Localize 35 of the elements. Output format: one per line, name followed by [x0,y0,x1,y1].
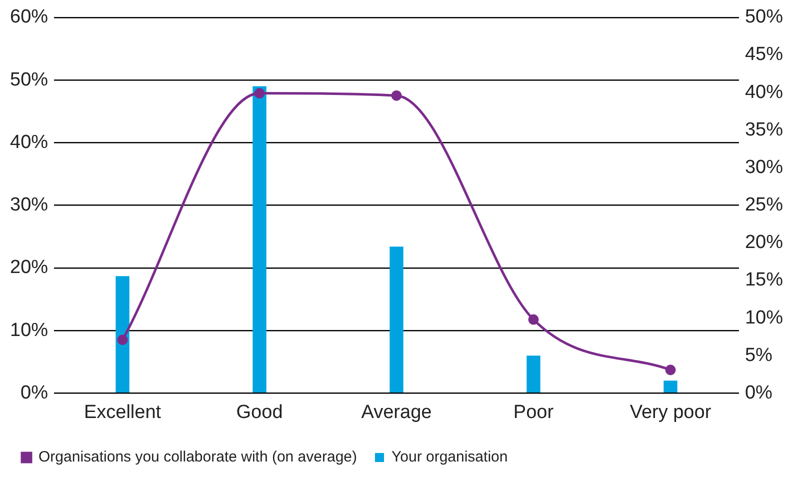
y2-tick-label: 0% [744,382,773,404]
point [665,364,676,376]
y2-tick-label: 25% [744,194,784,216]
y2-tick-label: 5% [744,344,773,366]
y2-tick-label: 15% [744,270,784,291]
bar [390,246,404,393]
x-tick-label: Average [361,402,432,423]
y-tick-label: 60% [10,6,48,28]
y2-tick-label: 20% [744,232,784,254]
y-tick-label: 30% [10,194,48,216]
y-tick-label: 10% [10,320,48,341]
y-tick-label: 50% [10,69,48,90]
x-tick-label: Excellent [84,402,162,423]
y-tick-label: 0% [20,382,48,404]
x-tick-label: Poor [513,402,554,423]
y-tick-label: 40% [10,132,48,153]
point [528,314,539,325]
point [117,334,128,346]
y2-tick-label: 40% [744,82,784,103]
y-tick-label: 20% [10,257,48,278]
y2-tick-label: 35% [744,119,784,140]
bar [252,86,266,393]
x-tick-label: Good [236,402,283,423]
bar [116,276,130,393]
y2-tick-label: 30% [744,156,784,178]
bar [526,356,540,393]
y2-tick-label: 45% [744,44,784,66]
bar [664,380,678,393]
point [254,88,265,99]
legend-label: Organisations you collaborate with (on average) [38,448,358,466]
legend-label: Your organisation [392,448,508,466]
point [391,90,402,101]
y2-tick-label: 10% [744,307,784,328]
x-tick-label: Very poor [630,402,712,423]
y2-tick-label: 50% [744,6,784,28]
